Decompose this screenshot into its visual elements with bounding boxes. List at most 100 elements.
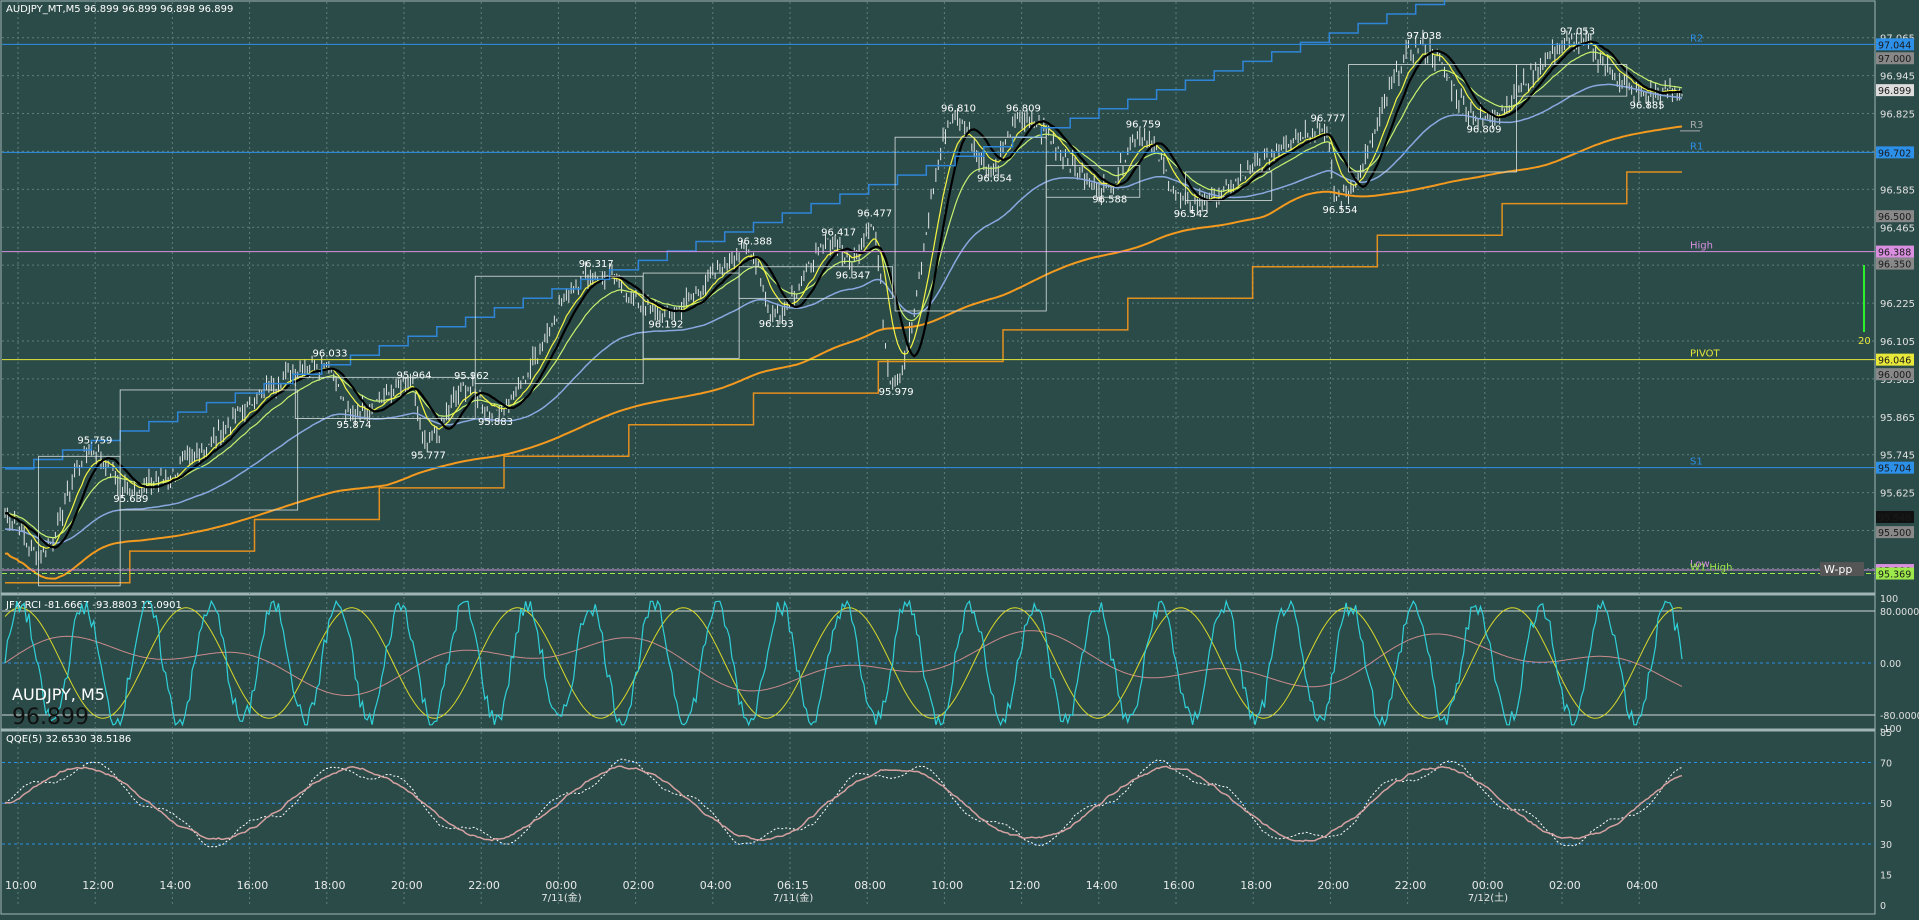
rci-title: JFX-RCI -81.6667 -93.8803 15.0901	[5, 600, 182, 611]
qqe-tick-label: 15	[1880, 870, 1892, 881]
price-annotation: 96.777	[1311, 114, 1346, 125]
x-tick-label: 14:00	[159, 879, 191, 892]
price-annotation: 95.964	[396, 371, 431, 382]
price-tick-label: 95.625	[1880, 489, 1915, 500]
rci-tick-label: -80.0000	[1880, 711, 1919, 722]
price-tag	[1876, 526, 1914, 539]
price-annotation: 96.477	[857, 208, 892, 219]
x-tick-label: 08:00	[854, 879, 886, 892]
x-tick-label: 10:00	[931, 879, 963, 892]
qqe-title: QQE(5) 32.6530 38.5186	[6, 734, 131, 745]
x-tick-label: 18:00	[1240, 879, 1272, 892]
price-annotation: 96.192	[648, 320, 683, 331]
session-box	[294, 376, 476, 419]
x-tick-label: 02:00	[1549, 879, 1581, 892]
price-tag-label: 96.350	[1878, 260, 1911, 271]
price-tag	[1876, 353, 1914, 366]
price-candles	[4, 27, 1683, 566]
price-watermark: 96.899	[12, 705, 89, 730]
level-label: Low	[1690, 559, 1710, 570]
price-tick-label: 96.945	[1880, 72, 1915, 83]
x-tick-label: 22:00	[468, 879, 500, 892]
price-tag	[1876, 510, 1914, 523]
price-tag	[1876, 38, 1914, 51]
price-annotation: 96.193	[759, 319, 794, 330]
price-tag	[1876, 245, 1914, 258]
date-label: 7/11(金)	[773, 891, 813, 904]
ma-blue-line	[5, 83, 1683, 544]
ma-orange-line	[4, 125, 1683, 580]
price-annotation: 96.417	[821, 227, 856, 238]
session-box	[894, 136, 1047, 312]
price-annotation: 96.885	[1630, 101, 1665, 112]
rci-tick-label: -100	[1880, 724, 1902, 735]
rci-tick-label: 0.00	[1880, 659, 1901, 670]
x-tick-label: 10:00	[5, 879, 37, 892]
x-tick-label: 16:00	[237, 879, 269, 892]
x-tick-label: 02:00	[623, 879, 655, 892]
qqe-signal-line	[4, 758, 1683, 848]
price-annotation: 96.542	[1174, 209, 1209, 220]
x-tick-label: 12:00	[82, 879, 114, 892]
session-box	[38, 455, 121, 587]
price-annotation: 96.033	[312, 349, 347, 360]
sma-black-line	[4, 40, 1683, 549]
x-tick-label: 14:00	[1086, 879, 1118, 892]
x-tick-label: 06:15	[777, 879, 809, 892]
price-annotation: 96.317	[579, 259, 614, 270]
price-tick-label: 96.105	[1880, 337, 1915, 348]
price-annotation: 95.979	[879, 387, 914, 398]
level-label: R3	[1690, 120, 1703, 131]
date-label: 7/11(金)	[541, 891, 581, 904]
wpp-label: W-pp	[1824, 563, 1852, 576]
price-tag-label: 97.000	[1878, 54, 1911, 65]
x-tick-label: 22:00	[1395, 879, 1427, 892]
qqe-tick-label: 70	[1880, 759, 1892, 770]
price-tag-label: 95.548	[1878, 513, 1911, 524]
x-tick-label: 16:00	[1163, 879, 1195, 892]
x-tick-label: 04:00	[1626, 879, 1658, 892]
price-annotation: 96.809	[1466, 125, 1501, 136]
x-tick-label: 04:00	[700, 879, 732, 892]
level-label: PIVOT	[1690, 349, 1721, 360]
qqe-tick-label: 30	[1880, 840, 1892, 851]
price-annotation: 95.777	[411, 451, 446, 462]
price-tick-label: 95.745	[1880, 451, 1915, 462]
price-tick-label: 95.865	[1880, 413, 1915, 424]
level-label: W1 High	[1690, 563, 1732, 574]
x-tick-label: 20:00	[391, 879, 423, 892]
price-annotation: 96.388	[737, 237, 772, 248]
price-tag	[1876, 84, 1914, 97]
wpp-tag	[1820, 562, 1864, 577]
step-blue-line	[5, 0, 1446, 470]
level-label: R1	[1690, 141, 1703, 152]
qqe-tick-label: 50	[1880, 799, 1892, 810]
x-tick-label: 00:00	[1472, 879, 1504, 892]
qqe-tick-label: 85	[1880, 728, 1892, 739]
chart-title: AUDJPY_MT,M5 96.899 96.899 96.898 96.899	[6, 4, 233, 15]
ema-yellow-line	[4, 41, 1683, 549]
session-box	[474, 275, 644, 385]
session-box	[1184, 171, 1273, 201]
price-tag	[1876, 52, 1914, 65]
symbol-watermark: AUDJPY, M5	[12, 685, 105, 704]
price-tag-label: 96.388	[1878, 248, 1911, 259]
price-tag-label: 95.500	[1878, 528, 1911, 539]
qqe-main-line	[4, 765, 1683, 843]
price-tag-label: 97.044	[1878, 40, 1911, 51]
ema-lightgreen-line	[5, 51, 1683, 539]
price-tick-label: 96.585	[1880, 185, 1915, 196]
price-annotation: 96.759	[1126, 119, 1161, 130]
price-tick-label: 96.825	[1880, 110, 1915, 121]
step-orange-line	[5, 171, 1682, 584]
level-label: R2	[1690, 33, 1703, 44]
price-tick-label: 95.985	[1880, 375, 1915, 386]
price-annotation: 95.883	[478, 417, 513, 428]
price-tag	[1876, 257, 1914, 270]
price-annotation: 95.759	[77, 435, 112, 446]
price-annotation: 96.654	[977, 174, 1012, 185]
rci-tick-label: 80.0000	[1880, 607, 1919, 618]
price-annotation: 96.554	[1323, 205, 1358, 216]
